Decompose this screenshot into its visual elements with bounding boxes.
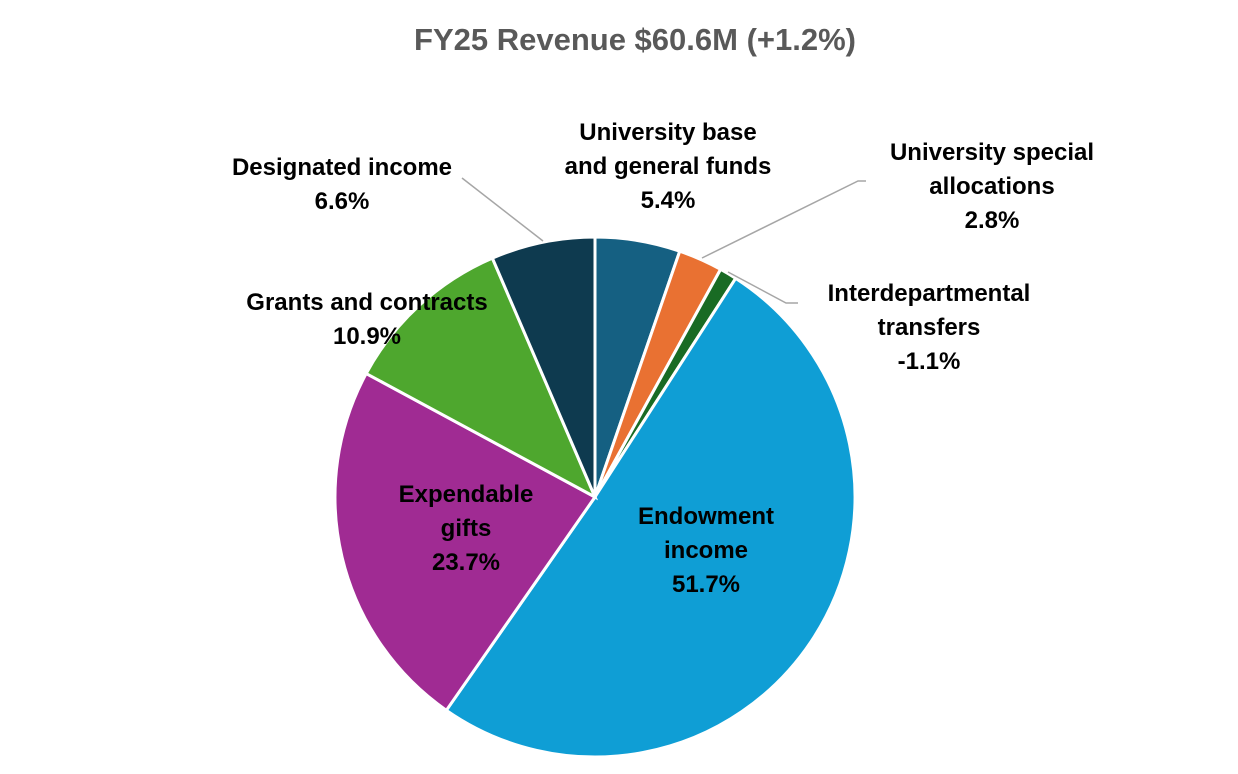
- label-name: Designated income: [231, 154, 453, 181]
- label-value: -1.1%: [897, 348, 961, 375]
- label-name: Endowment: [638, 503, 774, 530]
- data-label-grants: Grants and contracts 10.9%: [246, 286, 487, 354]
- label-value: 5.4%: [640, 187, 696, 214]
- data-label-designated: Designated income 6.6%: [232, 151, 452, 219]
- label-name: Expendable: [398, 481, 534, 508]
- leader-line-designated: [461, 177, 544, 242]
- label-name: University base: [579, 119, 757, 146]
- label-name: Grants and contracts: [246, 289, 488, 316]
- label-name: transfers: [877, 314, 981, 341]
- label-name: gifts: [440, 515, 492, 542]
- data-label-university-base: University base and general funds 5.4%: [565, 116, 772, 218]
- data-label-expendable-gifts: Expendable gifts 23.7%: [399, 478, 534, 580]
- data-label-university-special: University special allocations 2.8%: [890, 136, 1094, 238]
- label-value: 23.7%: [431, 549, 501, 576]
- chart-title: FY25 Revenue $60.6M (+1.2%): [414, 22, 856, 57]
- pie-slice-5: [364, 256, 599, 501]
- leader-line-interdepartmental: [727, 271, 798, 304]
- data-label-interdepartmental: Interdepartmental transfers -1.1%: [828, 277, 1031, 379]
- label-value: 2.8%: [964, 207, 1020, 234]
- data-label-endowment: Endowment income 51.7%: [638, 500, 774, 602]
- label-name: and general funds: [564, 153, 772, 180]
- leader-line-special: [701, 180, 866, 259]
- label-name: allocations: [929, 173, 1055, 200]
- pie-slice-4: [333, 371, 598, 713]
- pie-slice-6: [490, 235, 597, 498]
- label-value: 6.6%: [314, 188, 370, 215]
- label-name: University special: [889, 139, 1095, 166]
- pie-slice-3: [444, 276, 857, 759]
- label-value: 51.7%: [671, 571, 741, 598]
- label-name: income: [663, 537, 749, 564]
- label-name: Interdepartmental: [827, 280, 1031, 307]
- label-value: 10.9%: [332, 323, 402, 350]
